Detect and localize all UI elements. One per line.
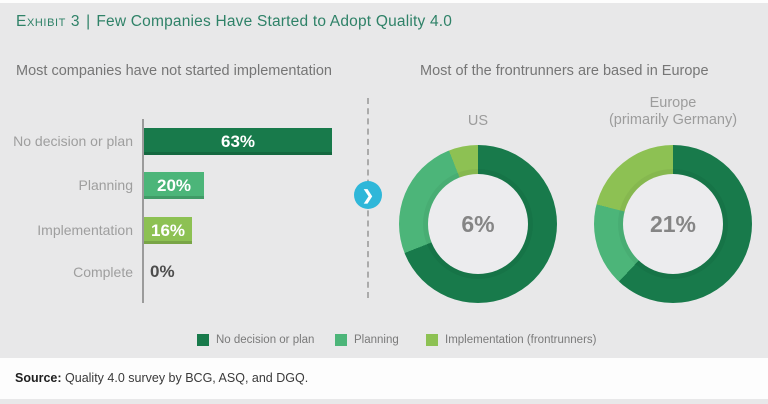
chevron-right-icon[interactable]: ❯ <box>354 181 382 209</box>
donut-center-value-europe: 21% <box>649 210 697 237</box>
donut-title-line: (primarily Germany) <box>608 112 738 128</box>
bar-category-label: Planning <box>78 177 134 193</box>
legend-label: Implementation (frontrunners) <box>445 334 597 346</box>
bar-chart-axis <box>142 119 144 303</box>
top-border <box>0 0 768 3</box>
bar-no-decision: 63% <box>144 128 332 155</box>
bar-implementation: 16% <box>144 217 192 244</box>
bar-chart-subtitle: Most companies have not started implemen… <box>16 63 332 79</box>
legend-item: Planning <box>335 334 399 346</box>
donut-center-value-us: 6% <box>461 210 495 237</box>
source-body: Quality 4.0 survey by BCG, ASQ, and DGQ. <box>61 371 309 385</box>
source-label: Source: <box>15 371 62 385</box>
donut-title-europe: Europe (primarily Germany) <box>594 95 752 129</box>
donut-title-line: Europe <box>649 95 697 111</box>
source-band: Source: Quality 4.0 survey by BCG, ASQ, … <box>0 358 768 399</box>
legend-item: Implementation (frontrunners) <box>426 334 596 346</box>
legend-label: Planning <box>354 334 399 346</box>
donut-title-line: US <box>467 113 489 129</box>
bar-planning: 20% <box>144 172 204 199</box>
bar-category-label: Implementation <box>37 222 133 238</box>
donut-title-us: US <box>399 113 557 130</box>
donut-chart-us: 6% <box>399 145 557 303</box>
exhibit-headline: Few Companies Have Started to Adopt Qual… <box>96 13 453 30</box>
donut-chart-europe: 21% <box>594 145 752 303</box>
legend-swatch-planning <box>335 334 347 346</box>
exhibit-number: Exhibit 3 <box>16 13 81 30</box>
donut-charts-subtitle: Most of the frontrunners are based in Eu… <box>420 63 709 79</box>
bar-value-label: 63% <box>220 132 256 151</box>
bar-category-label: Complete <box>73 264 133 280</box>
bar-value-label: 20% <box>156 176 192 195</box>
donut-hole: 21% <box>623 174 723 274</box>
bar-category-label: No decision or plan <box>13 133 133 149</box>
legend-item: No decision or plan <box>197 334 314 346</box>
legend-swatch-implementation <box>426 334 438 346</box>
title-separator: | <box>86 13 91 30</box>
exhibit-title: Exhibit 3 | Few Companies Have Started to … <box>16 13 452 31</box>
source-text: Source: Quality 4.0 survey by BCG, ASQ, … <box>15 371 308 385</box>
bar-value-label: 16% <box>150 221 186 240</box>
donut-hole: 6% <box>428 174 528 274</box>
bar-value-label-complete: 0% <box>150 262 175 281</box>
legend-label: No decision or plan <box>216 334 315 346</box>
legend-swatch-no-decision <box>197 334 209 346</box>
chevron-glyph: ❯ <box>362 186 374 203</box>
